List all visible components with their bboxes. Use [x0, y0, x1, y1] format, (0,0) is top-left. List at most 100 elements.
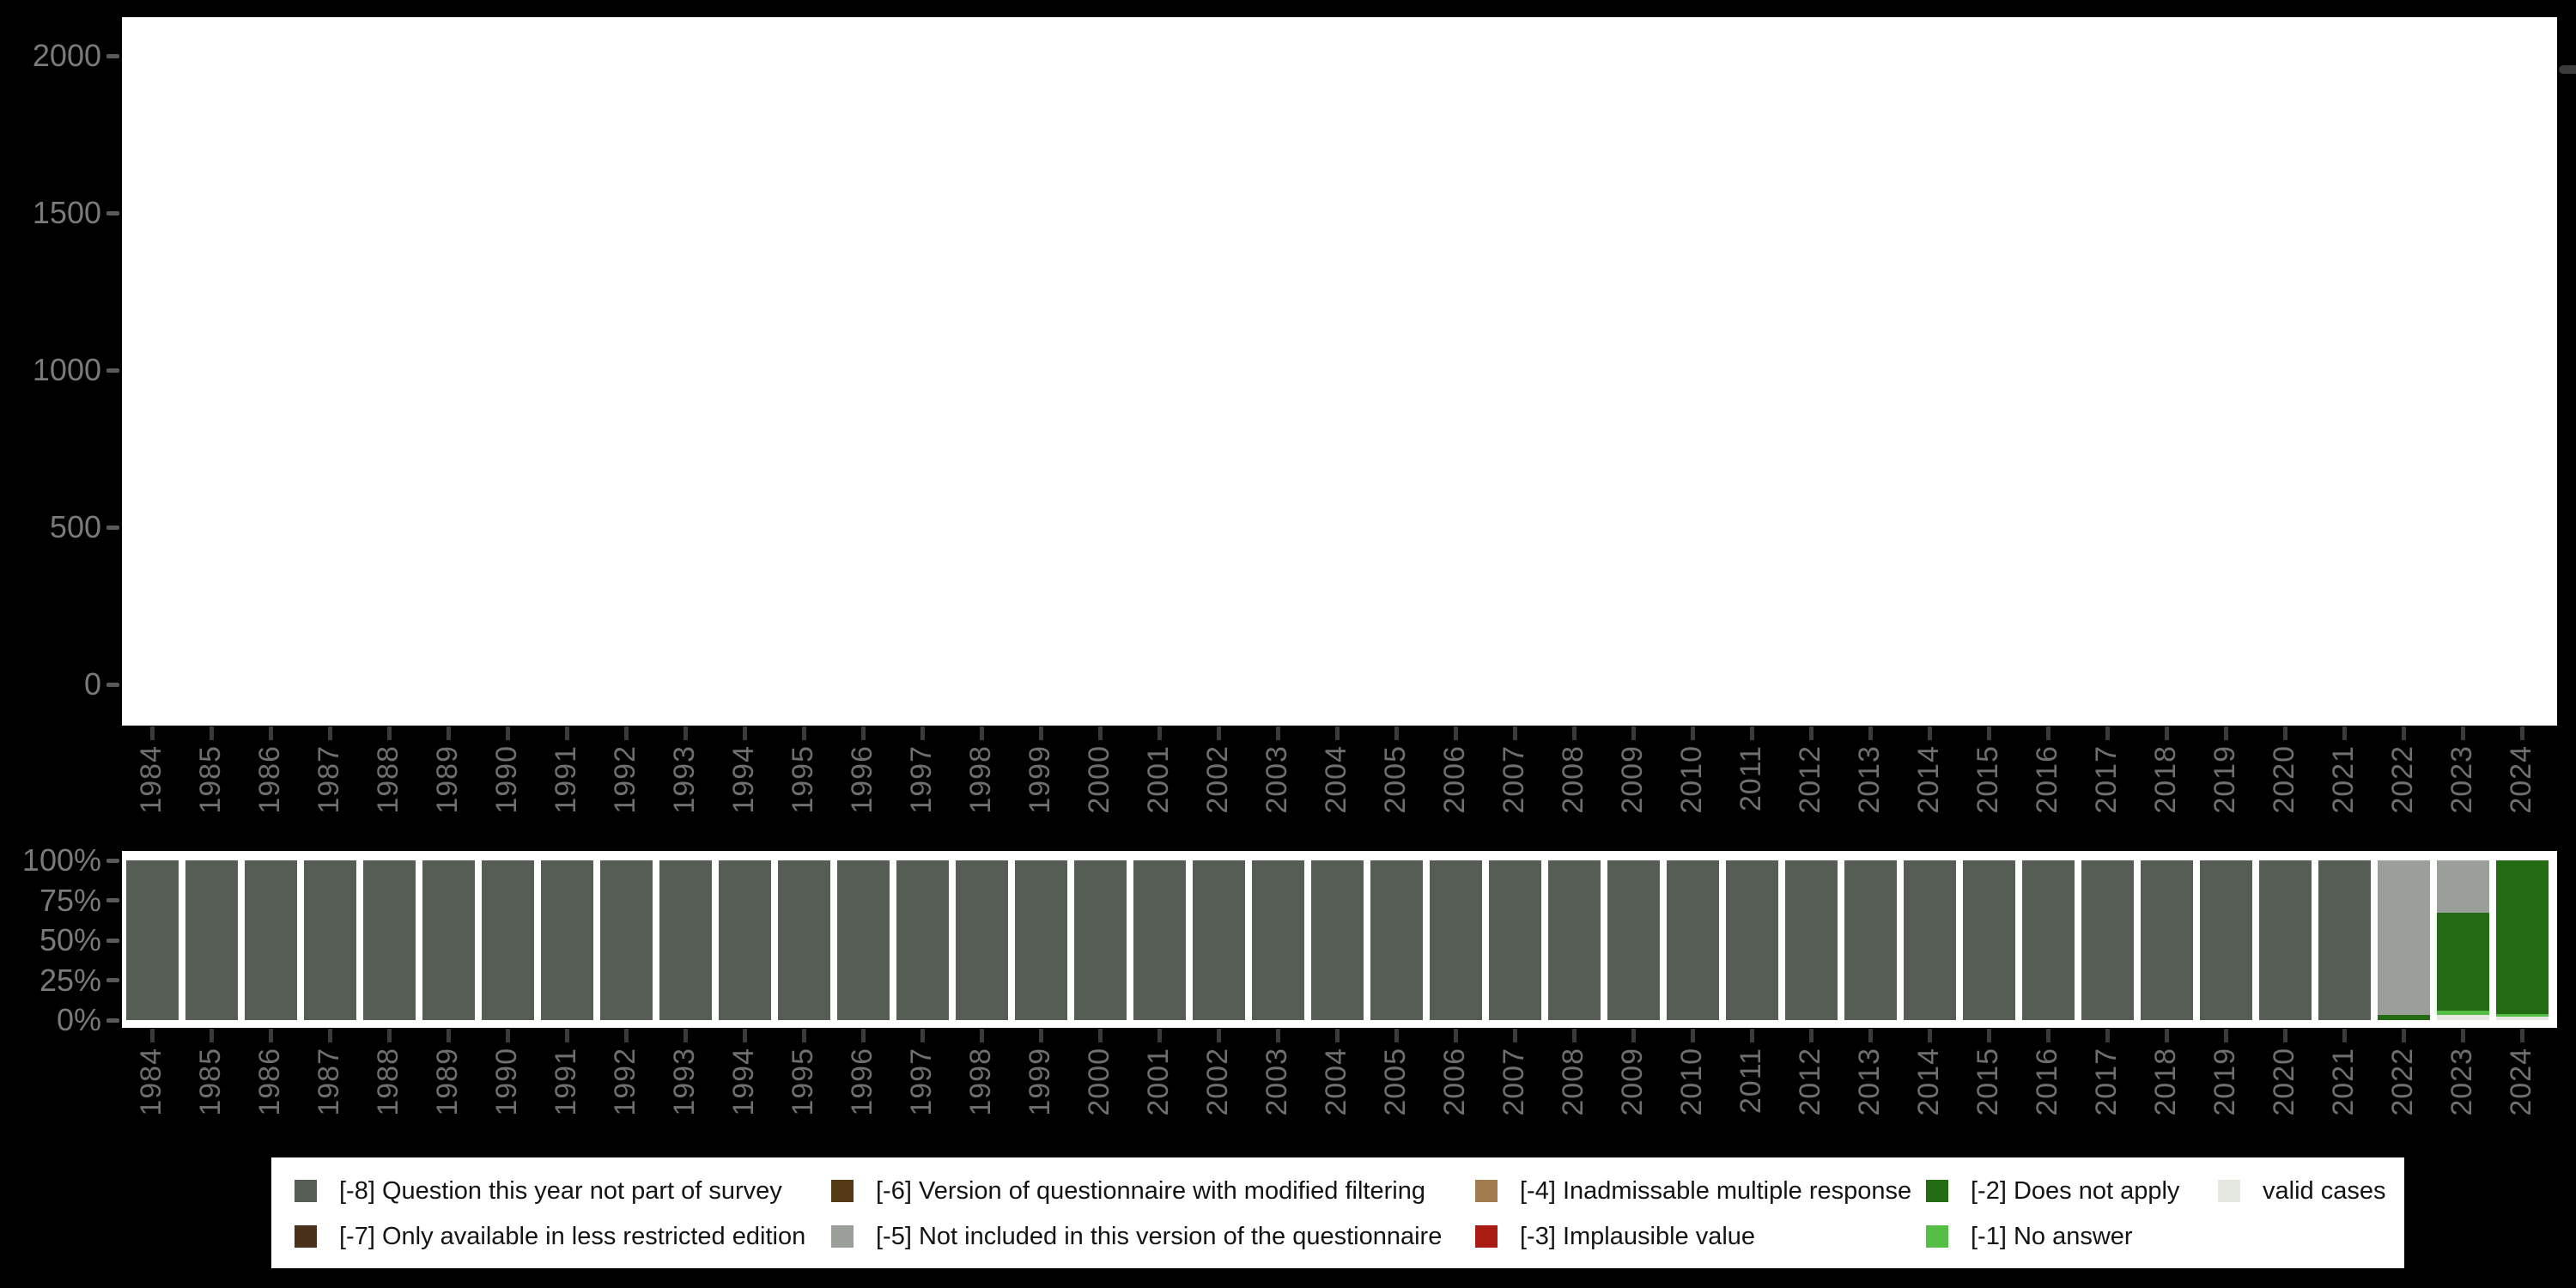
bar-segment[interactable] — [1251, 860, 1304, 1020]
bar-segment[interactable] — [599, 860, 653, 1020]
bar-segment[interactable] — [540, 860, 593, 1020]
bar-segment[interactable] — [1133, 860, 1186, 1020]
stacked-bar[interactable] — [1666, 860, 1719, 1020]
stacked-bar[interactable] — [362, 860, 416, 1020]
stacked-bar[interactable] — [1607, 860, 1660, 1020]
bar-segment[interactable] — [836, 860, 890, 1020]
stacked-bar[interactable] — [1310, 860, 1364, 1020]
stacked-bar[interactable] — [481, 860, 534, 1020]
legend-item[interactable]: [-1] No answer — [1926, 1224, 2133, 1249]
stacked-bar[interactable] — [1429, 860, 1482, 1020]
bar-segment[interactable] — [1429, 860, 1482, 1020]
stacked-bar[interactable] — [1133, 860, 1186, 1020]
stacked-bar[interactable] — [896, 860, 949, 1020]
stacked-bar[interactable] — [1370, 860, 1423, 1020]
stacked-bar[interactable] — [185, 860, 238, 1020]
bar-segment[interactable] — [2140, 860, 2193, 1020]
stacked-bar[interactable] — [2436, 860, 2489, 1020]
bar-segment[interactable] — [1547, 860, 1601, 1020]
legend-item[interactable]: valid cases — [2218, 1178, 2385, 1203]
bar-segment[interactable] — [1014, 860, 1067, 1020]
bar-segment[interactable] — [1192, 860, 1245, 1020]
stacked-bar[interactable] — [2258, 860, 2312, 1020]
bar-segment[interactable] — [1962, 860, 2015, 1020]
stacked-bar[interactable] — [836, 860, 890, 1020]
bar-segment[interactable] — [2436, 913, 2489, 1011]
bar-segment[interactable] — [2436, 860, 2489, 914]
bar-segment[interactable] — [1607, 860, 1660, 1020]
stacked-bar[interactable] — [1488, 860, 1541, 1020]
bar-segment[interactable] — [1073, 860, 1127, 1020]
legend-item[interactable]: [-8] Question this year not part of surv… — [295, 1178, 782, 1203]
stacked-bar[interactable] — [2377, 860, 2430, 1020]
stacked-bar[interactable] — [2199, 860, 2252, 1020]
bar-segment[interactable] — [2377, 860, 2430, 1016]
bar-segment[interactable] — [2081, 860, 2134, 1020]
stacked-bar[interactable] — [125, 860, 179, 1020]
bar-segment[interactable] — [1784, 860, 1838, 1020]
bar-segment[interactable] — [362, 860, 416, 1020]
stacked-bar[interactable] — [422, 860, 475, 1020]
stacked-bar[interactable] — [1014, 860, 1067, 1020]
bar-segment[interactable] — [2436, 1015, 2489, 1020]
legend-item[interactable]: [-2] Does not apply — [1926, 1178, 2179, 1203]
stacked-bar[interactable] — [1725, 860, 1778, 1020]
bar-segment[interactable] — [2021, 860, 2075, 1020]
bar-segment[interactable] — [718, 860, 771, 1020]
stacked-bar[interactable] — [1251, 860, 1304, 1020]
bar-segment[interactable] — [2495, 860, 2549, 1014]
stacked-bar[interactable] — [2140, 860, 2193, 1020]
bar-segment[interactable] — [125, 860, 179, 1020]
stacked-bar[interactable] — [599, 860, 653, 1020]
stacked-bar[interactable] — [659, 860, 712, 1020]
stacked-bar[interactable] — [1192, 860, 1245, 1020]
bar-segment[interactable] — [185, 860, 238, 1020]
bar-segment[interactable] — [896, 860, 949, 1020]
stacked-bar[interactable] — [718, 860, 771, 1020]
legend-item[interactable]: [-6] Version of questionnaire with modif… — [831, 1178, 1425, 1203]
stacked-bar[interactable] — [1073, 860, 1127, 1020]
dash-icon[interactable] — [2559, 65, 2576, 74]
stacked-bar[interactable] — [2081, 860, 2134, 1020]
bar-segment[interactable] — [1725, 860, 1778, 1020]
stacked-bar[interactable] — [303, 860, 356, 1020]
stacked-bar[interactable] — [1784, 860, 1838, 1020]
bar-segment[interactable] — [659, 860, 712, 1020]
legend-item[interactable]: [-4] Inadmissable multiple response — [1475, 1176, 1912, 1205]
stacked-bar[interactable] — [540, 860, 593, 1020]
bar-segment[interactable] — [1310, 860, 1364, 1020]
bar-segment[interactable] — [2436, 1010, 2489, 1016]
bar-segment[interactable] — [422, 860, 475, 1020]
stacked-bar[interactable] — [1547, 860, 1601, 1020]
bar-segment[interactable] — [2318, 860, 2371, 1020]
bar-segment[interactable] — [1903, 860, 1956, 1020]
bar-segment[interactable] — [777, 860, 830, 1020]
stacked-bar[interactable] — [955, 860, 1008, 1020]
bar-segment[interactable] — [2495, 1017, 2549, 1020]
bar-segment[interactable] — [481, 860, 534, 1020]
stacked-bar[interactable] — [1903, 860, 1956, 1020]
legend-item[interactable]: [-3] Implausible value — [1475, 1224, 1755, 1249]
stacked-bar[interactable] — [1844, 860, 1897, 1020]
bar-segment[interactable] — [2495, 1013, 2549, 1018]
bar-segment[interactable] — [1370, 860, 1423, 1020]
bar-segment[interactable] — [1666, 860, 1719, 1020]
bar-segment[interactable] — [303, 860, 356, 1020]
bar-segment[interactable] — [1488, 860, 1541, 1020]
bar-segment[interactable] — [1844, 860, 1897, 1020]
bar-segment[interactable] — [2377, 1015, 2430, 1020]
x-axis-tick — [564, 1029, 569, 1042]
bar-segment[interactable] — [955, 860, 1008, 1020]
legend-label: [-4] Inadmissable multiple response — [1520, 1176, 1912, 1205]
bar-segment[interactable] — [2258, 860, 2312, 1020]
stacked-bar[interactable] — [1962, 860, 2015, 1020]
bar-segment[interactable] — [2199, 860, 2252, 1020]
stacked-bar[interactable] — [2318, 860, 2371, 1020]
stacked-bar[interactable] — [2495, 860, 2549, 1020]
stacked-bar[interactable] — [2021, 860, 2075, 1020]
legend-item[interactable]: [-7] Only available in less restricted e… — [295, 1224, 805, 1249]
legend-item[interactable]: [-5] Not included in this version of the… — [831, 1224, 1442, 1249]
stacked-bar[interactable] — [244, 860, 297, 1020]
bar-segment[interactable] — [244, 860, 297, 1020]
stacked-bar[interactable] — [777, 860, 830, 1020]
